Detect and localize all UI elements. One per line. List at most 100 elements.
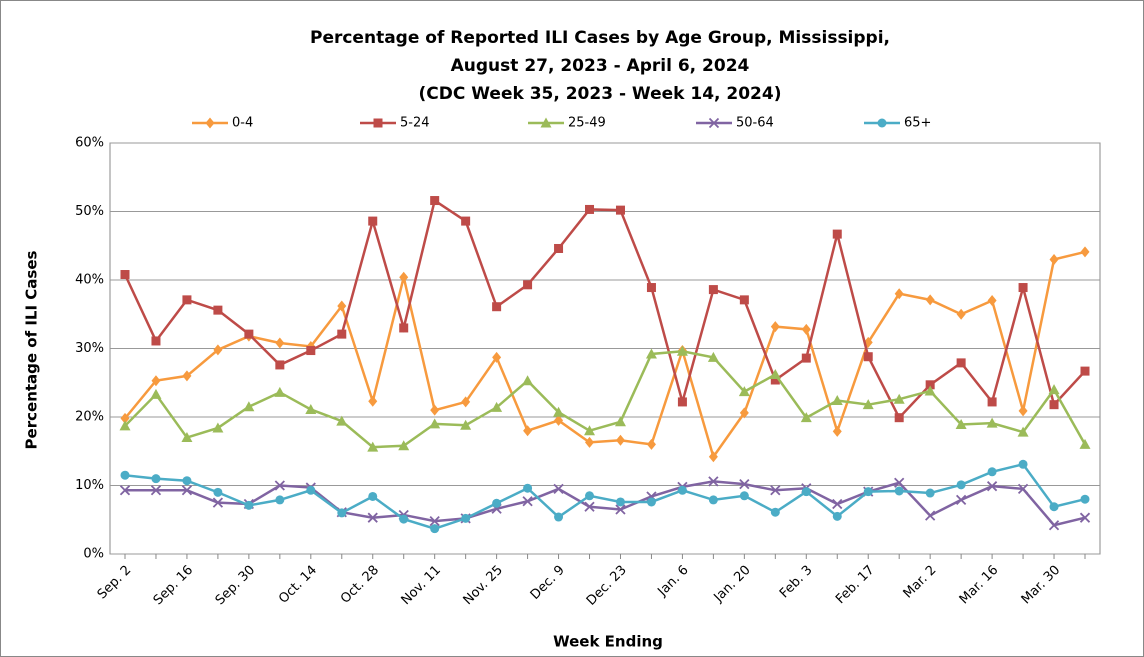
marker [213, 344, 223, 356]
marker [739, 295, 749, 305]
marker [461, 513, 471, 523]
marker [151, 474, 161, 484]
marker [1018, 283, 1028, 293]
marker [492, 498, 502, 508]
marker [540, 117, 552, 128]
marker [275, 495, 285, 505]
marker [1079, 438, 1091, 449]
marker [523, 483, 533, 493]
marker [1017, 483, 1029, 495]
marker [1049, 502, 1059, 512]
marker [894, 477, 905, 488]
marker [1018, 459, 1028, 469]
series-line [124, 250, 1086, 460]
marker [274, 480, 285, 491]
marker [373, 118, 383, 128]
marker [554, 243, 564, 253]
legend-label: 50-64 [736, 116, 774, 131]
marker [646, 283, 656, 293]
y-tick-label: 30% [75, 341, 104, 356]
marker [677, 485, 687, 495]
marker [336, 415, 348, 426]
marker [243, 401, 255, 412]
marker [707, 351, 719, 362]
series-line [124, 349, 1087, 449]
marker [800, 412, 812, 423]
legend-label: 0-4 [232, 116, 253, 131]
marker [801, 323, 811, 335]
marker [212, 497, 224, 508]
marker [522, 496, 533, 507]
marker [832, 498, 843, 510]
marker [1018, 405, 1028, 417]
marker [430, 524, 440, 534]
marker [181, 485, 193, 496]
marker [955, 494, 967, 506]
chart-title: (CDC Week 35, 2023 - Week 14, 2024) [419, 84, 782, 104]
marker [181, 432, 193, 443]
marker [585, 204, 595, 214]
marker [925, 380, 935, 390]
marker [877, 118, 887, 128]
marker [182, 295, 192, 305]
marker [956, 358, 966, 368]
marker [832, 229, 842, 239]
chart-title: Percentage of Reported ILI Cases by Age … [310, 28, 890, 48]
marker [739, 407, 749, 419]
series-line [123, 198, 1086, 420]
marker [367, 441, 379, 452]
marker [956, 480, 966, 490]
series-line [124, 462, 1086, 530]
marker [1049, 253, 1059, 265]
chart-title: August 27, 2023 - April 6, 2024 [451, 56, 750, 76]
marker [646, 497, 656, 507]
marker [274, 386, 286, 397]
marker [801, 487, 811, 497]
marker [646, 438, 656, 450]
marker [399, 323, 409, 333]
marker [337, 508, 347, 518]
marker [119, 485, 131, 496]
legend-label: 65+ [904, 116, 931, 131]
marker [615, 504, 626, 515]
marker [893, 393, 905, 404]
marker [739, 491, 749, 501]
marker [708, 451, 718, 463]
marker [955, 419, 967, 430]
marker [894, 486, 904, 496]
marker [1080, 494, 1090, 504]
legend-label: 5-24 [400, 116, 430, 131]
marker [924, 385, 936, 396]
marker [645, 348, 657, 359]
marker [398, 440, 410, 451]
marker [832, 511, 842, 521]
marker [1079, 512, 1091, 523]
marker [801, 353, 811, 363]
marker [615, 205, 625, 215]
marker [337, 300, 347, 312]
marker [430, 404, 440, 416]
marker [120, 270, 130, 280]
marker [987, 295, 997, 307]
legend-label: 25-49 [568, 116, 606, 131]
marker [554, 414, 564, 426]
marker [429, 418, 441, 429]
marker [120, 470, 130, 480]
marker [367, 512, 378, 523]
marker [120, 412, 130, 424]
marker [305, 403, 317, 414]
marker [368, 491, 378, 501]
marker [150, 388, 162, 399]
marker [925, 488, 935, 498]
marker [212, 422, 224, 433]
marker [956, 308, 966, 320]
marker [1048, 520, 1060, 531]
marker [492, 302, 502, 312]
marker [213, 305, 223, 315]
marker [708, 117, 720, 129]
marker [491, 401, 503, 412]
series-line [125, 480, 1086, 527]
marker [770, 485, 781, 496]
marker [151, 375, 161, 387]
